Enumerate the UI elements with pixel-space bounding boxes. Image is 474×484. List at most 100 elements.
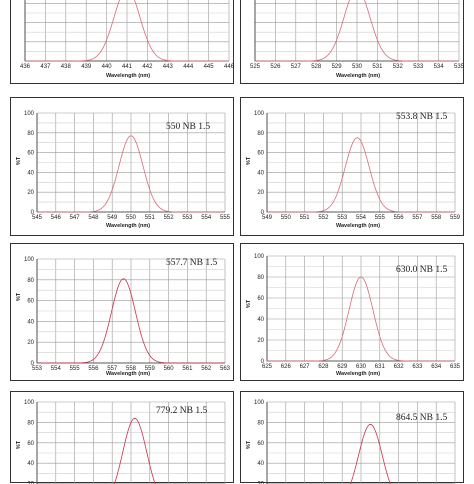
y-tick-label: 60	[27, 299, 34, 305]
y-tick-label: 60	[257, 296, 264, 302]
filter-annotation: 864.5 NB 1.5	[396, 413, 448, 423]
transmission-curve	[37, 278, 225, 364]
y-tick-label: 80	[27, 420, 34, 426]
y-tick-label: 100	[24, 111, 35, 117]
x-tick-label: 547	[70, 215, 81, 221]
x-tick-label: 553	[337, 215, 348, 221]
transmission-curve	[267, 276, 455, 362]
x-tick-label: 628	[318, 364, 329, 370]
x-tick-label: 535	[454, 64, 465, 70]
x-tick-label: 558	[431, 215, 442, 221]
chart-panel-5: 553 554 555 556 557 558 559 560 561 562 563 0 20 40 60…	[10, 243, 234, 381]
y-tick-label: 0	[31, 361, 35, 367]
x-tick-label: 528	[311, 64, 322, 70]
chart-svg: 553 554 555 556 557 558 559 560 561 562 563 0 20 40 60…	[24, 257, 231, 372]
y-tick-label: 40	[257, 317, 264, 323]
x-tick-label: 558	[126, 366, 137, 372]
y-tick-label: 20	[257, 190, 264, 196]
x-tick-label: 551	[145, 215, 156, 221]
axes	[266, 402, 268, 484]
y-tick-label: 0	[261, 210, 265, 216]
x-tick-label: 526	[270, 64, 281, 70]
x-tick-label: 635	[450, 364, 461, 370]
x-tick-label: 549	[262, 215, 273, 221]
transmission-curve	[350, 424, 391, 484]
x-tick-label: 440	[102, 64, 113, 70]
x-tick-label: 549	[107, 215, 118, 221]
x-tick-label: 554	[356, 215, 367, 221]
x-axis-label: Wavelength (nm)	[106, 223, 151, 229]
y-tick-label: 60	[27, 151, 34, 157]
y-tick-label: 40	[257, 461, 264, 467]
filter-annotation: 557.7 NB 1.5	[166, 258, 218, 268]
x-tick-label: 553	[32, 366, 43, 372]
x-tick-label: 527	[291, 64, 302, 70]
x-tick-label: 557	[107, 366, 118, 372]
y-tick-label: 100	[254, 400, 265, 406]
x-axis-label: Wavelength (nm)	[106, 73, 151, 79]
filter-annotation: 779.2 NB 1.5	[156, 406, 208, 416]
x-tick-label: 561	[182, 366, 193, 372]
chart-panel-1: 436 437 438 439 440 441 442 443 444 445 446 Wavele…	[10, 0, 235, 84]
y-tick-label: 80	[257, 420, 264, 426]
x-tick-label: 627	[300, 364, 311, 370]
chart-svg: 545 546 547 548 549 550 551 552 553 554 555 0 20 40 60…	[24, 111, 231, 221]
chart-svg: 436 437 438 439 440 441 442 443 444 445 446	[20, 0, 235, 70]
x-tick-label: 626	[281, 364, 292, 370]
x-tick-label: 446	[224, 64, 235, 70]
axes	[36, 402, 38, 484]
x-tick-label: 551	[300, 215, 311, 221]
chart-svg: 625 626 627 628 629 630 631 632 633 634 635 0 20 40 60…	[254, 254, 461, 370]
x-tick-label: 630	[356, 364, 367, 370]
x-tick-label: 439	[81, 64, 92, 70]
x-tick-label: 442	[142, 64, 153, 70]
y-axis-label: %T	[16, 440, 23, 450]
y-tick-label: 100	[24, 400, 35, 406]
filter-annotation: 630.0 NB 1.5	[396, 265, 448, 275]
x-tick-label: 553	[182, 215, 193, 221]
y-tick-label: 80	[27, 278, 34, 284]
x-tick-label: 545	[32, 215, 43, 221]
y-tick-label: 60	[27, 441, 34, 447]
filter-annotation: 550 NB 1.5	[166, 122, 211, 132]
x-tick-label: 533	[413, 64, 424, 70]
x-tick-label: 625	[262, 364, 273, 370]
y-tick-label: 40	[257, 170, 264, 176]
x-tick-label: 633	[412, 364, 423, 370]
x-tick-label: 634	[431, 364, 442, 370]
x-tick-label: 555	[70, 366, 81, 372]
transmission-curve	[255, 0, 459, 62]
x-tick-label: 552	[164, 215, 175, 221]
y-tick-label: 20	[27, 340, 34, 346]
x-tick-label: 437	[40, 64, 51, 70]
x-tick-label: 559	[145, 366, 156, 372]
y-tick-label: 100	[254, 254, 265, 260]
y-axis-label: %T	[246, 156, 253, 166]
y-tick-label: 20	[257, 338, 264, 344]
x-tick-label: 552	[318, 215, 329, 221]
chart-panel-3: 545 546 547 548 549 550 551 552 553 554 555 0 20 40 60…	[10, 97, 234, 236]
y-tick-label: 20	[27, 190, 34, 196]
y-tick-label: 40	[27, 170, 34, 176]
x-tick-label: 632	[394, 364, 405, 370]
x-tick-label: 555	[220, 215, 231, 221]
y-tick-label: 100	[24, 257, 35, 263]
y-axis-label: %T	[246, 440, 253, 450]
y-tick-label: 40	[27, 319, 34, 325]
x-tick-label: 436	[20, 64, 31, 70]
y-tick-label: 80	[257, 131, 264, 137]
x-tick-label: 548	[88, 215, 99, 221]
transmission-curve	[267, 137, 455, 213]
transmission-curve	[25, 0, 229, 62]
chart-panel-2: 525 526 527 528 529 530 531 532 533 534 535 Wavele…	[240, 0, 465, 84]
x-tick-label: 560	[164, 366, 175, 372]
y-axis-label: %T	[16, 156, 23, 166]
y-axis-label: %T	[16, 292, 23, 302]
x-tick-label: 631	[375, 364, 386, 370]
x-tick-label: 557	[412, 215, 423, 221]
y-tick-label: 60	[257, 441, 264, 447]
x-tick-label: 525	[250, 64, 261, 70]
x-tick-label: 532	[393, 64, 404, 70]
x-tick-label: 562	[201, 366, 212, 372]
